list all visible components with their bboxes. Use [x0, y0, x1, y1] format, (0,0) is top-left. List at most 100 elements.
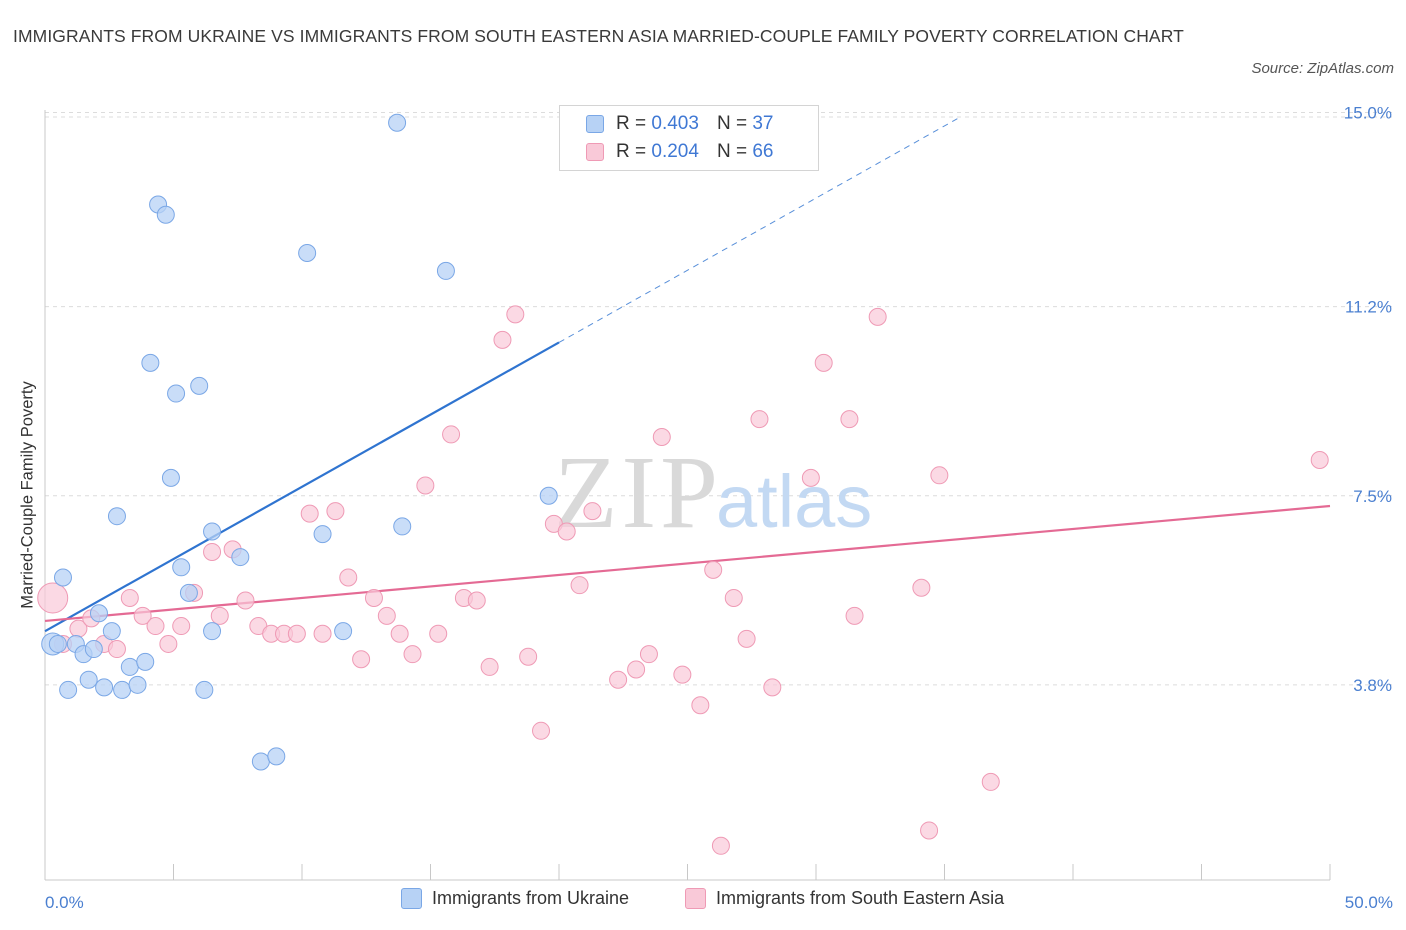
- y-tick-label: 7.5%: [1353, 487, 1392, 506]
- legend-swatch-sea: [586, 143, 604, 161]
- data-point-sea: [416, 476, 435, 495]
- data-point-sea: [930, 466, 949, 485]
- data-point-sea: [172, 617, 191, 636]
- data-point-sea: [557, 522, 576, 541]
- data-point-sea: [652, 427, 671, 446]
- trend-lines: [44, 118, 1331, 633]
- data-point-ukraine: [48, 634, 67, 653]
- data-point-ukraine: [251, 752, 270, 771]
- data-point-sea: [120, 588, 139, 607]
- data-point-sea: [313, 624, 332, 643]
- data-point-ukraine: [120, 657, 139, 676]
- axes: [44, 110, 1331, 881]
- legend-label-ukraine: Immigrants from Ukraine: [432, 888, 630, 908]
- data-point-sea: [639, 645, 658, 664]
- series-ukraine-points: [41, 113, 558, 771]
- data-point-sea: [403, 645, 422, 664]
- trend-line-ukraine: [44, 341, 560, 633]
- data-point-ukraine: [179, 583, 198, 602]
- data-point-sea: [37, 582, 69, 614]
- data-point-ukraine: [203, 622, 222, 641]
- data-point-ukraine: [107, 507, 126, 526]
- data-point-sea: [750, 410, 769, 429]
- data-point-ukraine: [156, 205, 175, 224]
- data-point-ukraine: [393, 517, 412, 536]
- data-point-sea: [339, 568, 358, 587]
- data-point-sea: [159, 634, 178, 653]
- data-point-ukraine: [334, 622, 353, 641]
- data-point-ukraine: [539, 486, 558, 505]
- legend-row-sea: R = 0.204 N = 66: [586, 138, 773, 166]
- data-point-sea: [691, 696, 710, 715]
- data-point-sea: [210, 606, 229, 625]
- data-point-ukraine: [89, 604, 108, 623]
- data-point-sea: [912, 578, 931, 597]
- data-point-ukraine: [436, 261, 455, 280]
- data-point-sea: [570, 576, 589, 595]
- watermark-zip: ZIP: [554, 435, 722, 550]
- trend-line-sea: [44, 504, 1331, 623]
- data-point-sea: [609, 670, 628, 689]
- data-point-sea: [814, 353, 833, 372]
- data-point-sea: [390, 624, 409, 643]
- data-point-sea: [364, 588, 383, 607]
- legend-n-value: 37: [752, 113, 774, 134]
- data-point-sea: [920, 821, 939, 840]
- data-point-ukraine: [59, 680, 78, 699]
- legend-row-ukraine: R = 0.403 N = 37: [586, 110, 773, 138]
- data-point-ukraine: [172, 558, 191, 577]
- legend-swatch-ukraine: [401, 888, 422, 909]
- x-tick-label: 50.0%: [1345, 893, 1393, 912]
- data-point-sea: [442, 425, 461, 444]
- legend-r-value: 0.403: [651, 113, 699, 134]
- data-point-sea: [480, 657, 499, 676]
- stats-legend: R = 0.403 N = 37 R = 0.204 N = 66: [559, 105, 819, 171]
- legend-item-sea[interactable]: Immigrants from South Eastern Asia: [685, 888, 1004, 909]
- watermark: ZIP atlas: [554, 435, 872, 550]
- legend-item-ukraine[interactable]: Immigrants from Ukraine: [401, 888, 629, 909]
- data-point-sea: [627, 660, 646, 679]
- data-point-ukraine: [79, 670, 98, 689]
- y-tick-label: 3.8%: [1353, 676, 1392, 695]
- series-sea-points: [37, 118, 1329, 855]
- data-point-sea: [840, 410, 859, 429]
- data-point-ukraine: [195, 680, 214, 699]
- data-point-ukraine: [388, 113, 407, 132]
- legend-n-value: 66: [752, 141, 774, 162]
- data-point-ukraine: [84, 640, 103, 659]
- series-legend: Immigrants from Ukraine Immigrants from …: [0, 888, 1406, 918]
- data-point-ukraine: [128, 675, 147, 694]
- data-point-ukraine: [231, 548, 250, 567]
- data-point-sea: [724, 588, 743, 607]
- data-point-sea: [519, 647, 538, 666]
- legend-n-label: N =: [716, 141, 748, 162]
- data-point-sea: [429, 624, 448, 643]
- data-point-sea: [133, 606, 152, 625]
- x-tick-label: 0.0%: [45, 893, 84, 912]
- data-point-sea: [868, 307, 887, 326]
- legend-label-sea: Immigrants from South Eastern Asia: [716, 888, 1005, 908]
- data-point-ukraine: [136, 652, 155, 671]
- data-point-sea: [493, 330, 512, 349]
- legend-n-label: N =: [716, 113, 748, 134]
- data-point-sea: [845, 606, 864, 625]
- chart-title: IMMIGRANTS FROM UKRAINE VS IMMIGRANTS FR…: [13, 26, 1184, 46]
- y-tick-label: 11.2%: [1345, 298, 1392, 317]
- data-point-sea: [532, 721, 551, 740]
- data-point-ukraine: [313, 525, 332, 544]
- data-point-sea: [107, 640, 126, 659]
- source-label: Source: ZipAtlas.com: [1251, 60, 1394, 77]
- data-point-sea: [236, 591, 255, 610]
- data-point-sea: [583, 502, 602, 521]
- data-point-ukraine: [298, 244, 317, 263]
- data-point-ukraine: [161, 468, 180, 487]
- data-point-ukraine: [53, 568, 72, 587]
- data-point-sea: [801, 468, 820, 487]
- data-point-sea: [763, 678, 782, 697]
- legend-r-value: 0.204: [651, 141, 699, 162]
- data-point-sea: [146, 617, 165, 636]
- data-point-ukraine: [167, 384, 186, 403]
- data-point-ukraine: [203, 522, 222, 541]
- legend-r-label: R =: [616, 141, 647, 162]
